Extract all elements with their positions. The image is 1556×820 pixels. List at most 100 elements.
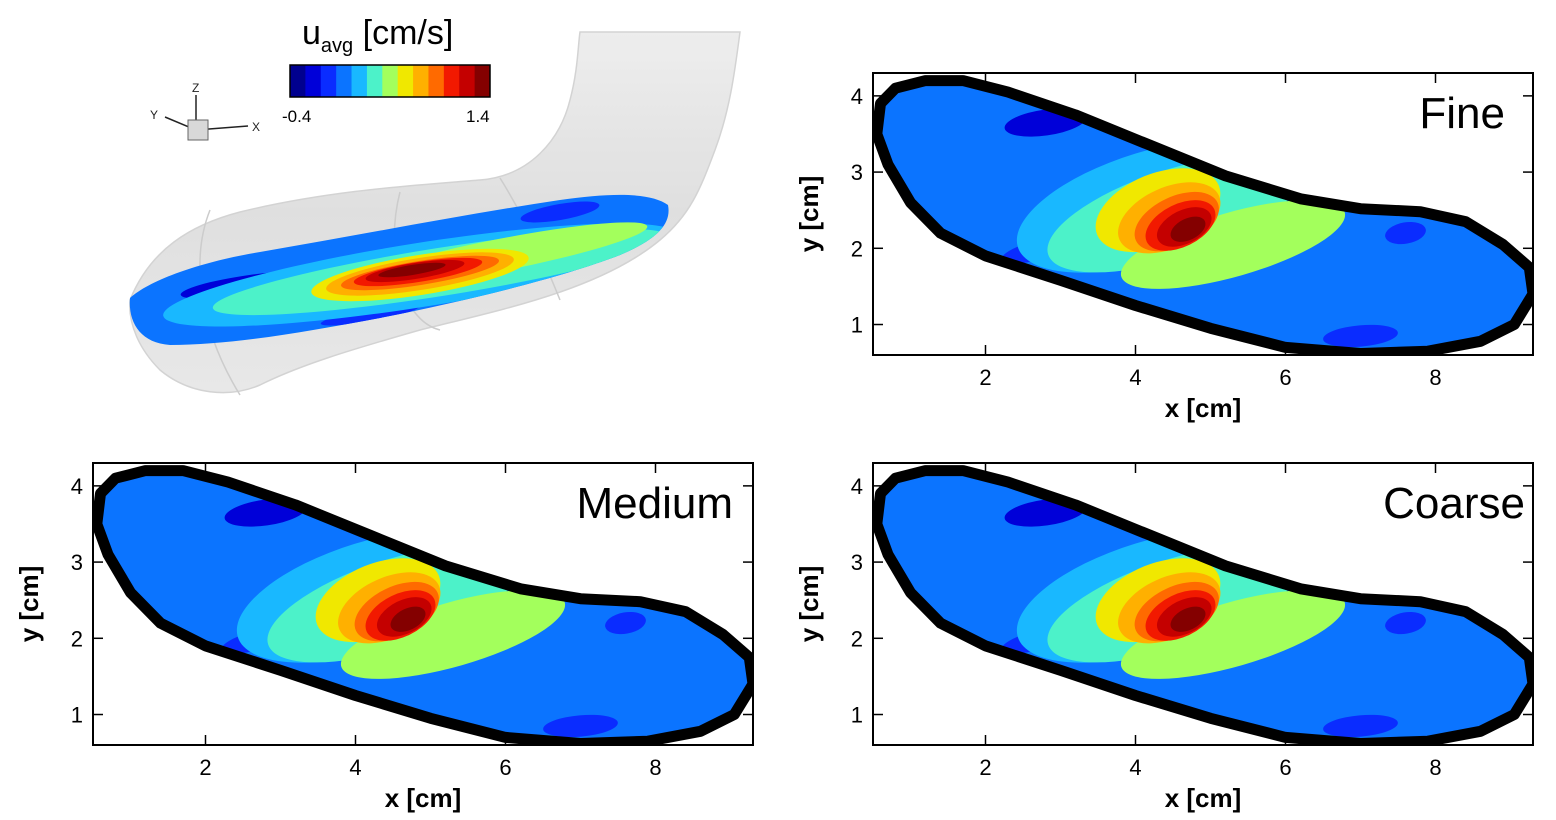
- x-tick-label: 8: [1429, 755, 1441, 780]
- y-tick: 2: [71, 626, 753, 651]
- colorbar-swatch: [366, 65, 383, 97]
- y-tick: 4: [851, 84, 1533, 109]
- x-axis-title: x [cm]: [385, 783, 462, 813]
- x-tick: 6: [499, 463, 512, 780]
- 3d-view: [129, 31, 741, 396]
- y-axis-title: y [cm]: [794, 566, 824, 643]
- contour-level: [1323, 324, 1398, 348]
- y-tick-label: 4: [71, 474, 83, 499]
- y-tick: 1: [71, 703, 753, 728]
- y-tick-label: 4: [851, 474, 863, 499]
- panel-fine: 2 4 6 8 1 2 3 4 x [cm] y [cm] Fine: [794, 72, 1534, 423]
- x-tick: 8: [649, 463, 662, 780]
- x-tick-label: 2: [199, 755, 211, 780]
- colorbar-frame: [289, 64, 491, 98]
- y-tick-label: 3: [851, 550, 863, 575]
- contour-level: [1120, 590, 1346, 679]
- colorbar-swatch: [336, 65, 353, 97]
- y-axis-title: y [cm]: [14, 566, 44, 643]
- x-tick: 8: [1429, 73, 1442, 390]
- y-tick: 3: [851, 550, 1533, 575]
- y-tick-label: 1: [851, 703, 863, 728]
- x-tick: 6: [1279, 73, 1292, 390]
- x-tick-label: 4: [349, 755, 361, 780]
- y-tick-label: 1: [71, 703, 83, 728]
- contour-level: [1385, 221, 1426, 245]
- vessel-wall-outline: [873, 75, 1533, 355]
- x-tick-label: 8: [649, 755, 661, 780]
- colorbar-swatch: [351, 65, 368, 97]
- x-tick-label: 6: [1279, 365, 1291, 390]
- vessel-wall-outline: [93, 465, 753, 745]
- triad-cube: [187, 119, 209, 141]
- contour-level: [1120, 200, 1346, 289]
- colorbar: uavg [cm/s] -0.4 1.4: [282, 14, 491, 126]
- contour-level: [1385, 611, 1426, 635]
- contour-level: [1170, 216, 1206, 242]
- y-tick: 2: [851, 236, 1533, 261]
- colorbar-swatch: [443, 65, 460, 97]
- vessel-wall-outline: [873, 465, 1533, 745]
- x-tick: 4: [1129, 463, 1142, 780]
- contour-level: [1170, 606, 1206, 632]
- contour-level: [1323, 714, 1398, 738]
- axis-triad: Z X Y: [150, 81, 260, 141]
- x-tick-label: 8: [1429, 365, 1441, 390]
- x-tick-label: 6: [1279, 755, 1291, 780]
- x-axis-title: x [cm]: [1165, 393, 1242, 423]
- y-tick: 4: [851, 474, 1533, 499]
- contour-level: [390, 606, 426, 632]
- y-tick-label: 2: [851, 236, 863, 261]
- x-tick: 4: [349, 463, 362, 780]
- colorbar-max-label: 1.4: [466, 107, 490, 126]
- panel-medium: 2 4 6 8 1 2 3 4 x [cm] y [cm] Medium: [14, 462, 754, 813]
- colorbar-swatch: [428, 65, 445, 97]
- y-tick: 3: [851, 160, 1533, 185]
- y-tick: 4: [71, 474, 753, 499]
- y-tick: 1: [851, 313, 1533, 338]
- contour-level: [340, 590, 566, 679]
- x-tick: 4: [1129, 73, 1142, 390]
- y-tick-label: 3: [71, 550, 83, 575]
- triad-z-label: Z: [192, 81, 199, 95]
- plot-frame: [872, 462, 1534, 746]
- slice-contour-level: [520, 201, 600, 223]
- y-tick-label: 3: [851, 160, 863, 185]
- colorbar-swatch: [474, 65, 491, 97]
- contour-level: [605, 611, 646, 635]
- colorbar-swatch: [459, 65, 476, 97]
- colorbar-swatch: [290, 65, 306, 97]
- x-axis-title: x [cm]: [1165, 783, 1242, 813]
- colorbar-swatch: [305, 65, 322, 97]
- x-tick: 8: [1429, 463, 1442, 780]
- x-tick-label: 2: [979, 365, 991, 390]
- x-tick-label: 2: [979, 755, 991, 780]
- panel-label: Medium: [577, 479, 734, 528]
- x-tick-label: 4: [1129, 755, 1141, 780]
- y-axis-title: y [cm]: [794, 176, 824, 253]
- x-tick: 2: [199, 463, 212, 780]
- x-tick-label: 4: [1129, 365, 1141, 390]
- triad-y-label: Y: [150, 108, 158, 122]
- y-tick-label: 4: [851, 84, 863, 109]
- colorbar-min-label: -0.4: [282, 107, 311, 126]
- plot-frame: [872, 72, 1534, 356]
- colorbar-swatch: [413, 65, 429, 97]
- contour-field: [876, 470, 1533, 744]
- slice-contour-level: [378, 262, 446, 278]
- colorbar-swatch: [382, 65, 399, 97]
- panel-label: Coarse: [1383, 479, 1525, 528]
- triad-x-label: X: [252, 120, 260, 134]
- colorbar-swatches: [289, 64, 491, 98]
- y-tick: 2: [851, 626, 1533, 651]
- x-tick: 6: [1279, 463, 1292, 780]
- contour-level: [543, 714, 618, 738]
- y-tick-label: 1: [851, 313, 863, 338]
- panel-label: Fine: [1419, 89, 1505, 138]
- x-tick: 2: [979, 463, 992, 780]
- x-tick-label: 6: [499, 755, 511, 780]
- y-tick: 3: [71, 550, 753, 575]
- y-tick-label: 2: [71, 626, 83, 651]
- y-tick-label: 2: [851, 626, 863, 651]
